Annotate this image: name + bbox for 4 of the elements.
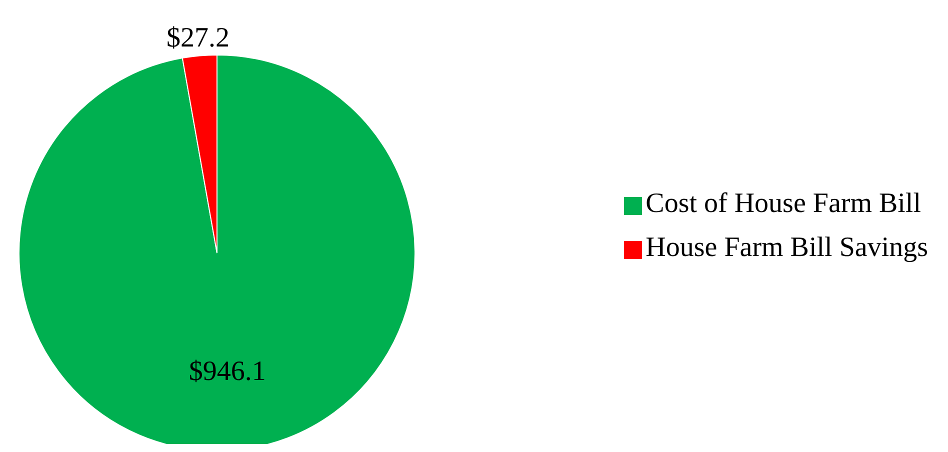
data-label: $27.2 [166,22,230,54]
legend-label: Cost of House Farm Bill [646,188,921,219]
data-label: $946.1 [188,356,266,387]
legend-label: House Farm Bill Savings [646,232,928,263]
